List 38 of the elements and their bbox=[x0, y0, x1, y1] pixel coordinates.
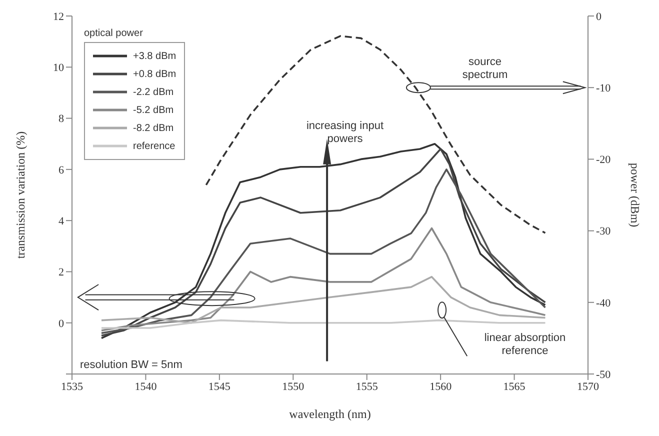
y-tick-label: 12 bbox=[53, 10, 64, 23]
y-axis-title: transmission variation (%) bbox=[13, 131, 28, 259]
legend-label: +0.8 dBm bbox=[133, 68, 176, 80]
line-series bbox=[100, 276, 546, 324]
x-tick-label: 1560 bbox=[430, 380, 452, 393]
legend-label: -2.2 dBm bbox=[133, 86, 174, 98]
annotation: linear absorption reference bbox=[484, 332, 566, 357]
annotation: source spectrum bbox=[462, 56, 508, 81]
x-axis-title: wavelength (nm) bbox=[289, 407, 371, 421]
annotation: resolution BW = 5nm bbox=[80, 359, 182, 371]
y2-tick-label: -40 bbox=[596, 297, 612, 310]
x-tick-label: 1565 bbox=[503, 380, 526, 393]
x-tick-label: 1540 bbox=[134, 380, 158, 393]
x-tick-label: 1545 bbox=[208, 380, 231, 393]
line-series bbox=[100, 227, 546, 332]
y2-tick-label: -20 bbox=[596, 154, 612, 166]
y2-axis-title: power (dBm) bbox=[628, 162, 642, 228]
legend-label: +3.8 dBm bbox=[133, 50, 176, 62]
y-tick-label: 0 bbox=[58, 318, 64, 330]
legend-label: -8.2 dBm bbox=[133, 122, 174, 134]
annotation: increasing input powers bbox=[306, 120, 384, 145]
x-tick-label: 1555 bbox=[356, 380, 378, 393]
y-tick-label: 4 bbox=[58, 215, 64, 228]
y-tick-label: 10 bbox=[53, 62, 64, 74]
legend-label: reference bbox=[133, 140, 176, 152]
y2-tick-label: -30 bbox=[596, 226, 612, 238]
x-tick-label: 1570 bbox=[577, 380, 600, 393]
legend-label: -5.2 dBm bbox=[133, 104, 174, 116]
line-series bbox=[205, 35, 546, 234]
x-tick-label: 1550 bbox=[282, 380, 305, 393]
y2-tick-label: -10 bbox=[596, 82, 612, 95]
y-tick-label: 6 bbox=[58, 164, 64, 176]
x-tick-label: 1535 bbox=[61, 380, 84, 393]
legend-title: optical power bbox=[84, 28, 144, 39]
y2-tick-label: -50 bbox=[596, 368, 612, 381]
y-tick-label: 8 bbox=[58, 113, 64, 126]
y2-tick-label: 0 bbox=[596, 10, 602, 23]
y-tick-label: 2 bbox=[58, 266, 64, 279]
